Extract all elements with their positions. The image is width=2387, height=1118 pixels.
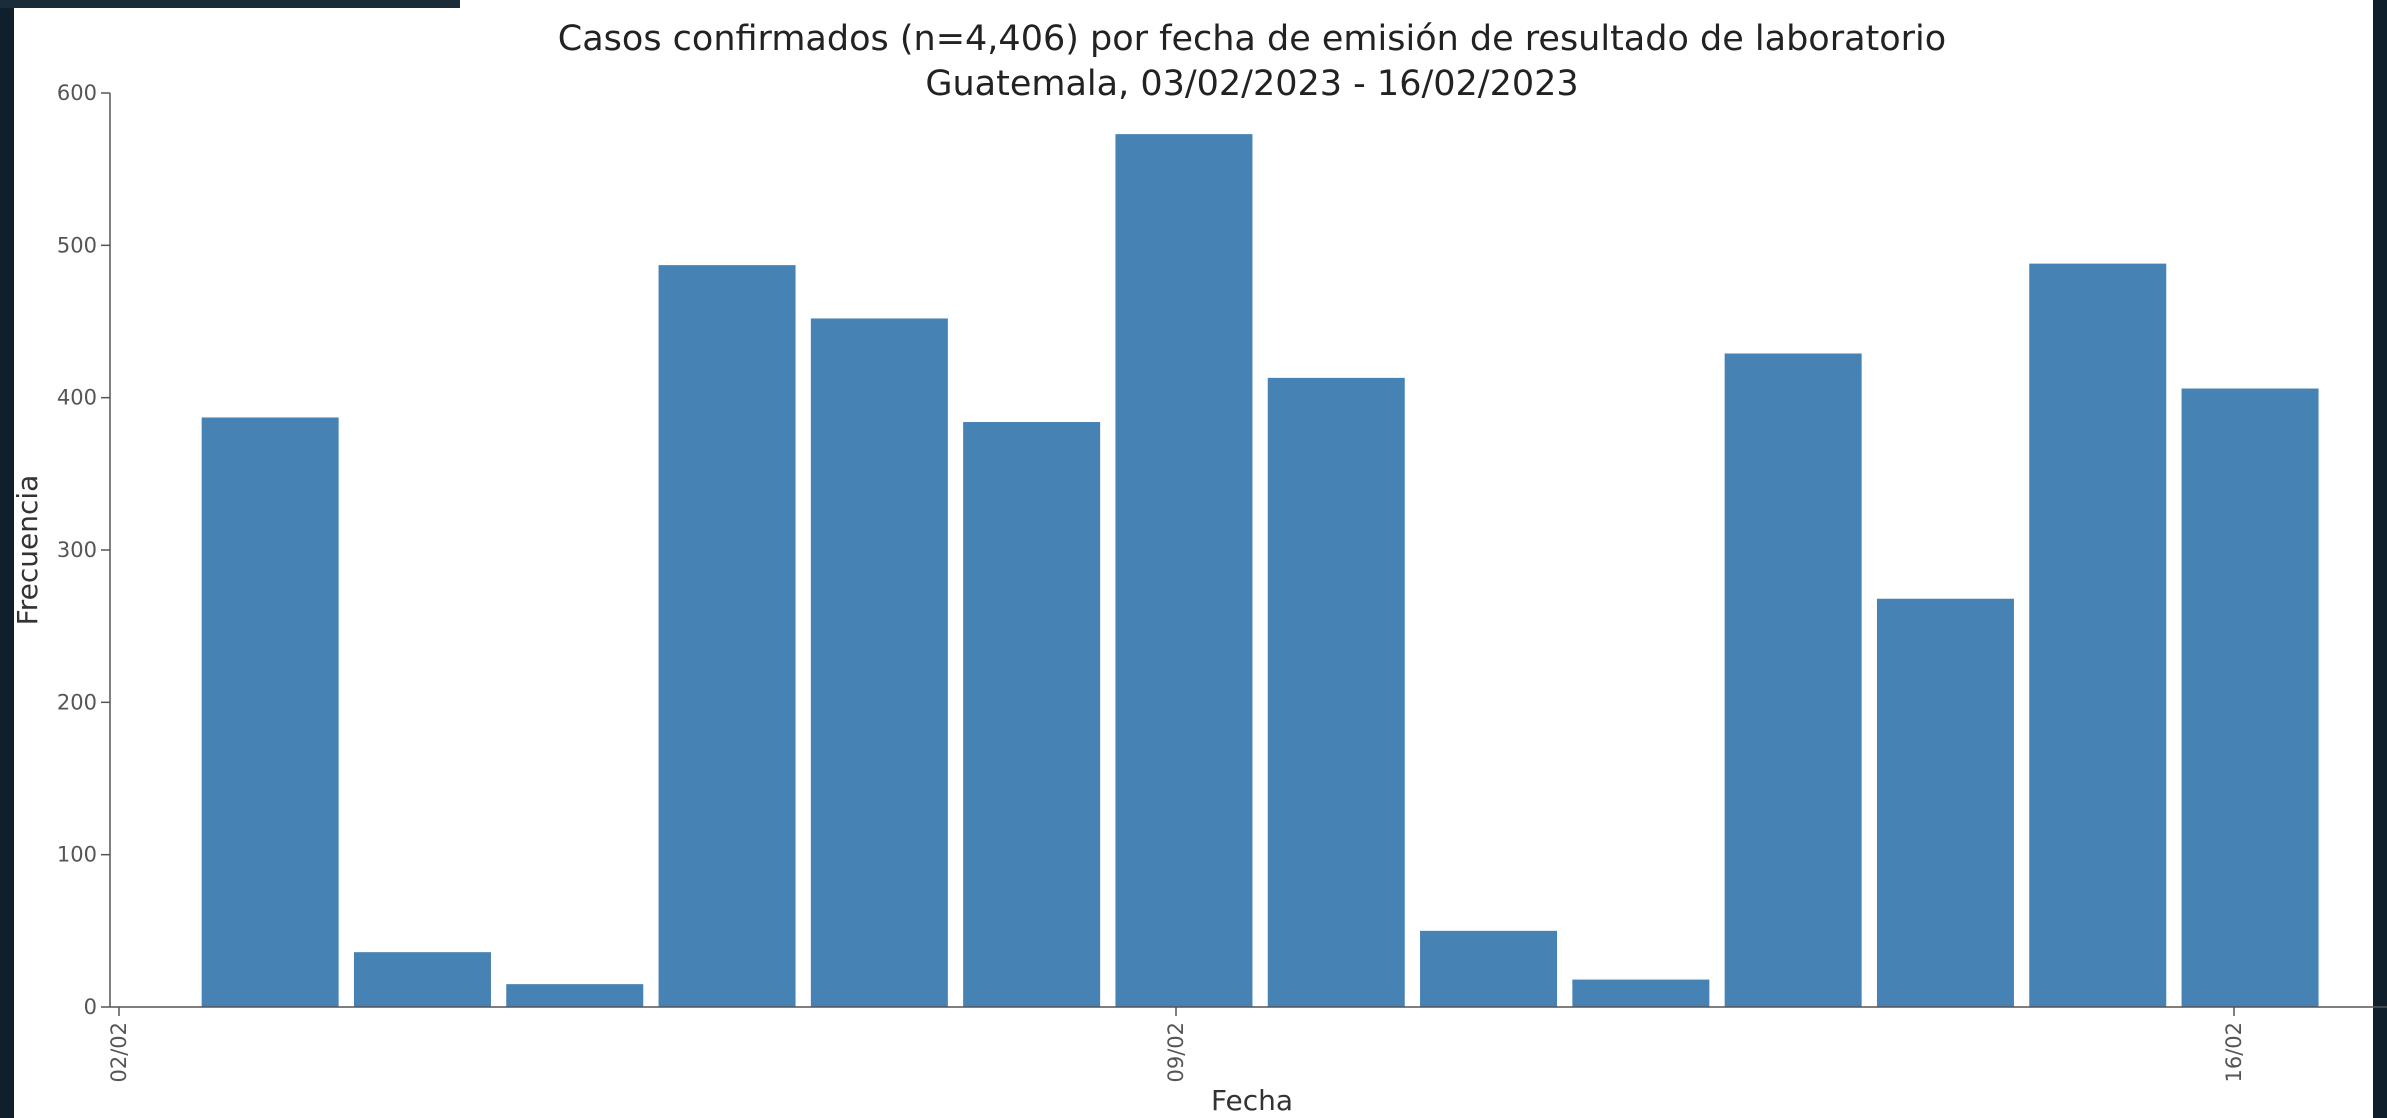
bar-12/02[interactable] bbox=[1572, 979, 1710, 1007]
y-tick-label: 400 bbox=[57, 386, 97, 410]
x-tick-label: 09/02 bbox=[1164, 1022, 1188, 1083]
bar-08/02[interactable] bbox=[963, 422, 1101, 1007]
x-tick-label: 16/02 bbox=[2222, 1022, 2246, 1083]
bar-07/02[interactable] bbox=[810, 318, 948, 1007]
bar-14/02[interactable] bbox=[1876, 598, 2014, 1007]
bar-11/02[interactable] bbox=[1420, 930, 1558, 1007]
bar-03/02[interactable] bbox=[201, 417, 339, 1008]
y-tick-label: 300 bbox=[57, 538, 97, 562]
y-tick-label: 200 bbox=[57, 690, 97, 714]
x-axis: 02/02 09/02 16/02 bbox=[107, 1006, 2387, 1083]
bar-15/02[interactable] bbox=[2029, 263, 2167, 1007]
y-tick-label: 0 bbox=[84, 995, 97, 1019]
chart-title: Casos confirmados (n=4,406) por fecha de… bbox=[558, 19, 1946, 59]
bar-05/02[interactable] bbox=[506, 984, 644, 1007]
bar-06/02[interactable] bbox=[658, 265, 796, 1007]
chart-subtitle: Guatemala, 03/02/2023 - 16/02/2023 bbox=[925, 64, 1578, 104]
window-frame-right bbox=[2373, 0, 2387, 1118]
y-tick-label: 100 bbox=[57, 843, 97, 867]
bar-09/02[interactable] bbox=[1115, 134, 1253, 1007]
x-tick-label: 02/02 bbox=[107, 1022, 131, 1083]
bar-10/02[interactable] bbox=[1267, 377, 1405, 1007]
bar-13/02[interactable] bbox=[1724, 353, 1862, 1007]
window-frame-left bbox=[0, 0, 14, 1118]
y-tick-label: 500 bbox=[57, 233, 97, 257]
window-frame-top bbox=[0, 0, 460, 8]
y-axis: 0 100 200 300 400 500 600 bbox=[57, 81, 111, 1019]
bar-16/02[interactable] bbox=[2181, 388, 2319, 1007]
y-axis-label: Frecuencia bbox=[11, 475, 44, 626]
x-axis-label: Fecha bbox=[1211, 1084, 1293, 1117]
bar-04/02[interactable] bbox=[353, 952, 491, 1007]
y-tick-label: 600 bbox=[57, 81, 97, 105]
bars-group bbox=[201, 134, 2319, 1008]
